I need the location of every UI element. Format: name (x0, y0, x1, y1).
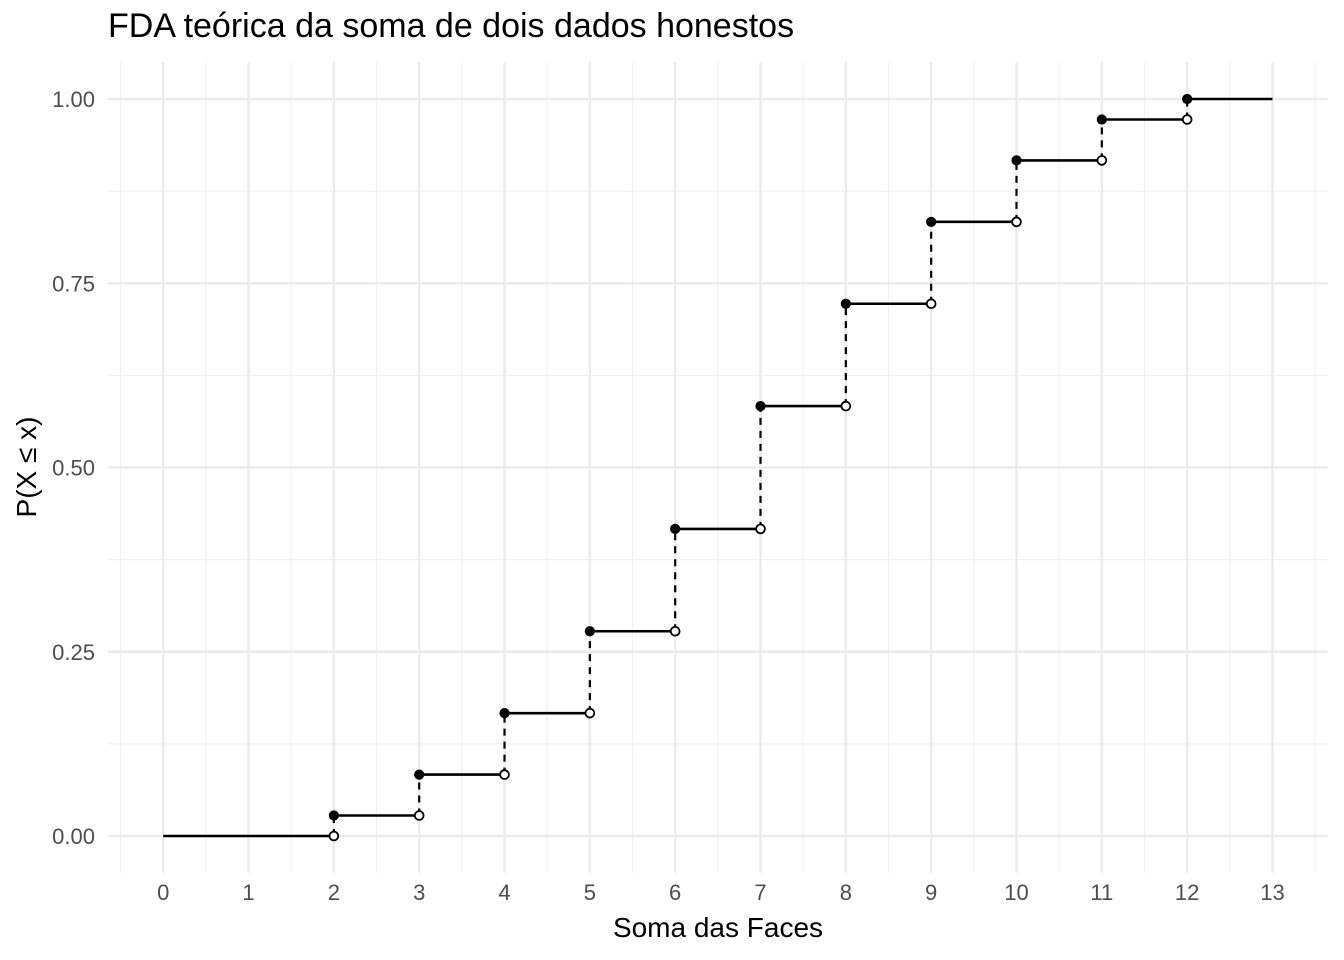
x-tick-label: 2 (328, 880, 340, 905)
y-tick-label: 0.50 (52, 456, 95, 481)
x-tick-label: 4 (498, 880, 510, 905)
x-tick-label: 9 (925, 880, 937, 905)
x-tick-label: 13 (1260, 880, 1284, 905)
data-point-open (499, 769, 510, 780)
y-tick-label: 0.75 (52, 271, 95, 296)
x-tick-label: 10 (1004, 880, 1028, 905)
x-tick-label: 11 (1090, 880, 1113, 905)
data-point-open (840, 400, 852, 412)
data-point-open (669, 625, 681, 637)
data-point-open (1096, 155, 1108, 166)
data-point-open (1181, 114, 1193, 125)
x-axis-title: Soma das Faces (612, 912, 824, 943)
x-tick-label: 0 (157, 880, 169, 905)
x-tick-label: 12 (1175, 880, 1199, 905)
x-tick-label: 5 (584, 880, 596, 905)
data-point-open (584, 707, 596, 719)
y-axis-title: P(X ≤ x) (11, 416, 42, 518)
plot-title: FDA teórica da soma de dois dados honest… (108, 7, 795, 45)
data-point-filled (926, 216, 937, 227)
data-point-filled (1011, 155, 1022, 166)
y-tick-label: 0.25 (52, 640, 95, 665)
data-point-filled (1182, 93, 1193, 105)
data-point-open (328, 830, 340, 842)
data-point-open (413, 810, 425, 821)
x-tick-label: 1 (242, 880, 254, 905)
data-point-open (925, 298, 937, 310)
x-tick-label: 7 (754, 880, 766, 905)
x-tick-label: 3 (413, 880, 425, 905)
data-point-filled (1096, 114, 1107, 125)
y-tick-label: 0.00 (52, 824, 95, 849)
data-point-filled (670, 523, 681, 534)
data-point-open (1011, 216, 1022, 228)
data-point-open (755, 523, 766, 535)
data-point-filled (584, 626, 595, 637)
x-tick-label: 8 (840, 880, 852, 905)
data-point-filled (755, 401, 766, 412)
data-point-filled (328, 810, 339, 821)
y-tick-label: 1.00 (52, 87, 95, 112)
x-tick-label: 6 (669, 880, 681, 905)
data-point-filled (414, 769, 425, 780)
data-point-filled (840, 298, 851, 309)
data-point-filled (499, 708, 510, 719)
